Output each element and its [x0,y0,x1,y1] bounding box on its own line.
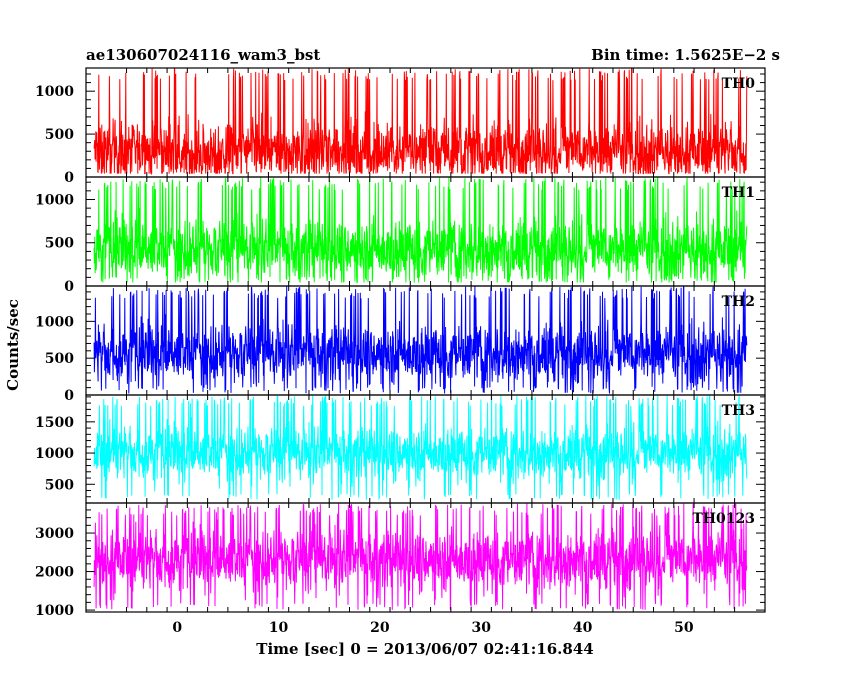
panel-label-th0: TH0 [722,76,756,92]
y-tick-label: 0 [64,388,74,404]
x-tick-label: 50 [674,620,694,636]
x-tick-label: 0 [172,620,182,636]
y-tick-label: 1000 [35,314,74,330]
y-tick-label: 500 [45,236,74,252]
y-tick-label: 1500 [35,415,74,431]
x-tick-label: 10 [269,620,289,636]
y-tick-label: 1000 [35,192,74,208]
y-tick-label: 2000 [35,565,74,581]
y-tick-label: 3000 [35,526,74,542]
y-tick-label: 1000 [35,446,74,462]
y-tick-label: 500 [45,351,74,367]
chart-subtitle: Bin time: 1.5625E−2 s [591,46,780,64]
x-tick-label: 20 [370,620,390,636]
y-tick-label: 0 [64,279,74,295]
x-axis-label: Time [sec] 0 = 2013/06/07 02:41:16.844 [256,640,593,658]
y-tick-label: 0 [64,170,74,186]
series-line-th3 [93,393,748,501]
y-tick-label: 500 [45,127,74,143]
y-tick-label: 500 [45,477,74,493]
x-tick-label: 30 [471,620,491,636]
panel-label-th0123: TH0123 [692,511,755,527]
series-line-th2 [93,285,748,394]
panel-label-th1: TH1 [722,185,755,201]
series-line-th1 [93,176,748,283]
x-tick-label: 40 [573,620,593,636]
panel-label-th3: TH3 [722,403,755,419]
panel-label-th2: TH2 [722,294,755,310]
panel-frame-th0123 [85,502,766,613]
y-axis-label: Counts/sec [4,299,22,391]
y-tick-label: 1000 [35,84,74,100]
series-line-th0123 [93,502,748,610]
chart-title: ae130607024116_wam3_bst [86,46,320,64]
y-tick-label: 1000 [35,603,74,619]
series-line-th0 [93,67,748,176]
